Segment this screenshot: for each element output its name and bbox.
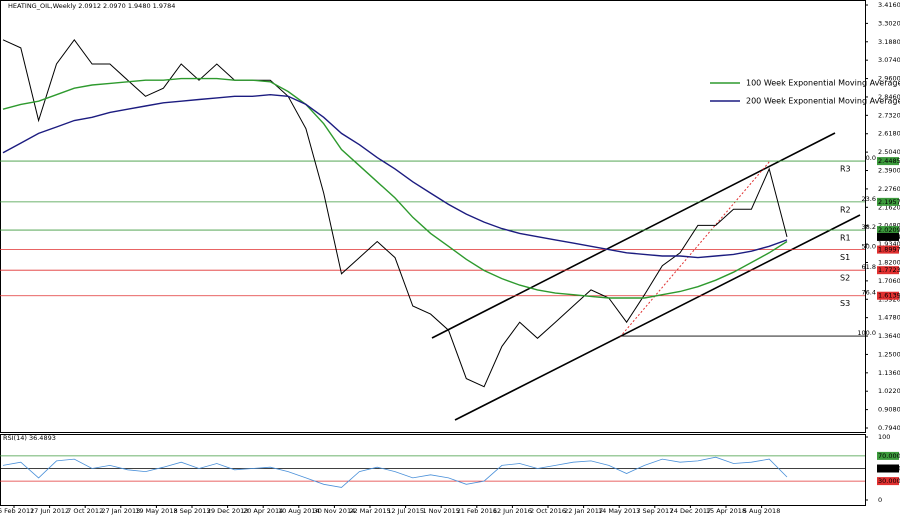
channel-lower — [454, 214, 861, 421]
rsi-tick-label: 0 — [878, 496, 882, 504]
level-price-box — [877, 291, 899, 300]
fib-label: 50.0 — [862, 243, 876, 251]
channel-upper — [431, 132, 836, 339]
rsi-level-box — [877, 464, 899, 473]
fib-label: 76.4 — [862, 289, 876, 297]
fib-label: 61.8 — [862, 263, 876, 271]
level-name: S2 — [840, 274, 850, 283]
last-price-box — [877, 232, 899, 241]
moving-average — [2, 93, 788, 259]
fib-label: 0.0 — [866, 154, 876, 162]
x-tick-label: 20 Apr 2014 — [243, 507, 283, 515]
y-tick-label: 1.8200 — [878, 258, 900, 266]
level-price: 1.7723 — [878, 266, 900, 274]
level-price: 2.4485 — [878, 157, 900, 165]
y-tick-label: 2.7320 — [878, 111, 900, 119]
fib-label: 23.6 — [862, 195, 876, 203]
chart-title: HEATING_OIL,Weekly 2.0912 2.0970 1.9480 … — [8, 2, 175, 10]
rsi-line — [2, 456, 788, 488]
y-tick-label: 3.3020 — [878, 19, 900, 27]
x-tick-label: 3 Sep 2017 — [636, 507, 673, 515]
price-panel — [0, 0, 866, 433]
x-tick-label: 19 May 2013 — [135, 507, 177, 515]
level-name: S3 — [840, 299, 850, 308]
level-name: S1 — [840, 253, 850, 262]
y-tick-label: 1.4780 — [878, 314, 900, 322]
level-name: R2 — [840, 205, 851, 214]
x-tick-label: 12 Jul 2015 — [387, 507, 424, 515]
y-tick-label: 1.9340 — [878, 240, 900, 248]
y-tick-label: 2.9600 — [878, 75, 900, 83]
level-price-box — [877, 197, 899, 206]
x-tick-label: 17 Jun 2012 — [30, 507, 69, 515]
x-tick-label: 7 Oct 2012 — [67, 507, 103, 515]
x-tick-label: 12 Jun 2016 — [493, 507, 532, 515]
level-price: 2.1957 — [878, 198, 900, 206]
rsi-panel — [0, 434, 866, 506]
x-tick-label: 2 Oct 2016 — [530, 507, 566, 515]
y-tick-label: 2.1620 — [878, 203, 900, 211]
level-price: 1.8997 — [878, 246, 900, 254]
y-tick-label: 1.2500 — [878, 350, 900, 358]
x-tick-label: 30 Nov 2014 — [314, 507, 356, 515]
legend-label: 100 Week Exponential Moving Average — [746, 79, 900, 88]
x-tick-label: 10 Aug 2014 — [278, 507, 320, 515]
rsi-title: RSI(14) 36.4893 — [3, 434, 56, 442]
y-tick-label: 1.1360 — [878, 369, 900, 377]
y-tick-label: 2.2760 — [878, 185, 900, 193]
y-tick-label: 0.9080 — [878, 406, 900, 414]
y-tick-label: 2.0480 — [878, 222, 900, 230]
x-tick-label: 24 Dec 2017 — [670, 507, 712, 515]
x-tick-label: 27 Jan 2013 — [101, 507, 140, 515]
level-price-box — [877, 266, 899, 275]
level-price-box — [877, 157, 899, 166]
x-tick-label: 21 Feb 2016 — [457, 507, 497, 515]
y-tick-label: 2.5040 — [878, 148, 900, 156]
x-tick-label: 29 Dec 2013 — [207, 507, 249, 515]
x-tick-label: 14 May 2017 — [598, 507, 640, 515]
rsi-level-box — [877, 477, 899, 486]
fib-label: 38.2 — [862, 223, 876, 231]
level-price: 2.0209 — [878, 226, 900, 234]
x-tick-label: 22 Mar 2015 — [349, 507, 390, 515]
price-line — [2, 38, 788, 388]
level-price-box — [877, 245, 899, 254]
x-tick-label: 5 Aug 2018 — [743, 507, 781, 515]
y-tick-label: 2.8460 — [878, 93, 900, 101]
level-price-box — [877, 226, 899, 235]
moving-average — [2, 77, 788, 299]
y-tick-label: 1.0220 — [878, 387, 900, 395]
y-tick-label: 2.3900 — [878, 167, 900, 175]
rsi-tick-label: 100 — [878, 433, 890, 441]
fib-trend-line — [619, 160, 771, 338]
y-tick-label: 1.7060 — [878, 277, 900, 285]
legend-label: 200 Week Exponential Moving Average — [746, 97, 900, 106]
last-price: 1.9784 — [878, 233, 900, 241]
level-price: 1.6139 — [878, 292, 900, 300]
y-tick-label: 0.7940 — [878, 424, 900, 432]
level-name: R3 — [840, 165, 851, 174]
y-tick-label: 3.4160 — [878, 1, 900, 9]
x-tick-label: 26 Feb 2012 — [0, 507, 34, 515]
x-tick-label: 22 Jan 2017 — [564, 507, 603, 515]
y-tick-label: 2.6180 — [878, 130, 900, 138]
x-tick-label: 1 Nov 2015 — [422, 507, 460, 515]
rsi-level-box — [877, 451, 899, 460]
y-tick-label: 3.1880 — [878, 38, 900, 46]
y-tick-label: 3.0740 — [878, 56, 900, 64]
fib-label: 100.0 — [857, 329, 876, 337]
x-tick-label: 15 Apr 2018 — [706, 507, 746, 515]
x-tick-label: 8 Sep 2013 — [173, 507, 210, 515]
y-tick-label: 1.3640 — [878, 332, 900, 340]
level-name: R1 — [840, 234, 851, 243]
